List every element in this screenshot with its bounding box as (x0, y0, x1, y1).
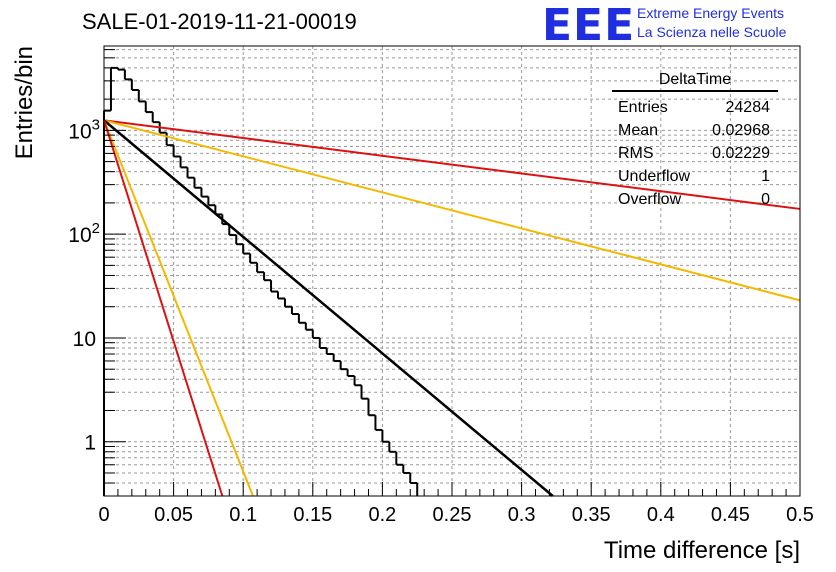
stats-row: RMS 0.02229 (612, 142, 778, 165)
y-tick-exponent: 3 (92, 116, 100, 133)
x-tick-label: 0.4 (647, 504, 675, 526)
stats-label: Overflow (618, 191, 682, 208)
stats-row: Entries 24284 (612, 96, 778, 119)
stats-row: Overflow 0 (612, 188, 778, 211)
y-tick-label: 102 (68, 220, 100, 247)
y-axis-label: Entries/bin (11, 46, 38, 159)
x-tick-label: 0.1 (229, 504, 257, 526)
stats-label: Mean (618, 122, 659, 139)
stats-label: Underflow (618, 168, 691, 185)
stats-label: Entries (618, 99, 668, 116)
y-tick-base: 10 (68, 224, 91, 247)
y-tick-exponent: 2 (92, 220, 100, 237)
fit-line (103, 119, 801, 302)
x-tick-label: 0.5 (786, 504, 814, 526)
y-tick-label: 1 (84, 432, 96, 455)
y-tick-label: 103 (68, 116, 100, 143)
stats-label: RMS (618, 145, 654, 162)
stats-value: 0.02968 (712, 122, 770, 139)
fit-line (103, 120, 224, 497)
x-tick-labels: 0 0.05 0.1 0.15 0.2 0.25 0.3 0.35 0.4 0.45 0.5 (98, 504, 813, 526)
stats-row: Underflow 1 (612, 165, 778, 188)
fit-line (103, 119, 254, 497)
x-tick-label: 0.45 (711, 504, 750, 526)
y-tick-label: 10 (73, 328, 96, 351)
chart-title: SALE-01-2019-11-21-00019 (82, 9, 357, 34)
x-tick-label: 0.2 (368, 504, 396, 526)
fit-lines (103, 119, 801, 497)
stats-value: 0 (761, 191, 770, 208)
grid-lines (104, 46, 800, 497)
x-tick-label: 0.3 (508, 504, 536, 526)
eee-logo-mark: EEE (542, 0, 636, 51)
stats-value: 1 (761, 168, 770, 185)
stats-value: 0.02229 (712, 145, 770, 162)
x-tick-label: 0.05 (154, 504, 193, 526)
x-tick-label: 0 (98, 504, 109, 526)
fit-line (103, 119, 554, 497)
logo-line-2: La Scienza nelle Scuole (637, 24, 787, 40)
stats-row: Mean 0.02968 (612, 119, 778, 142)
stats-box: DeltaTime Entries 24284 Mean 0.02968 RMS… (612, 70, 778, 211)
logo-line-1: Extreme Energy Events (637, 5, 785, 21)
fit-line (103, 119, 801, 210)
stats-value: 24284 (725, 99, 771, 116)
x-axis-label: Time difference [s] (604, 537, 800, 564)
x-tick-label: 0.35 (572, 504, 611, 526)
x-tick-label: 0.25 (433, 504, 472, 526)
y-tick-base: 10 (68, 120, 91, 143)
x-tick-label: 0.15 (293, 504, 332, 526)
axis-ticks (103, 49, 801, 497)
stats-title: DeltaTime (612, 70, 778, 92)
